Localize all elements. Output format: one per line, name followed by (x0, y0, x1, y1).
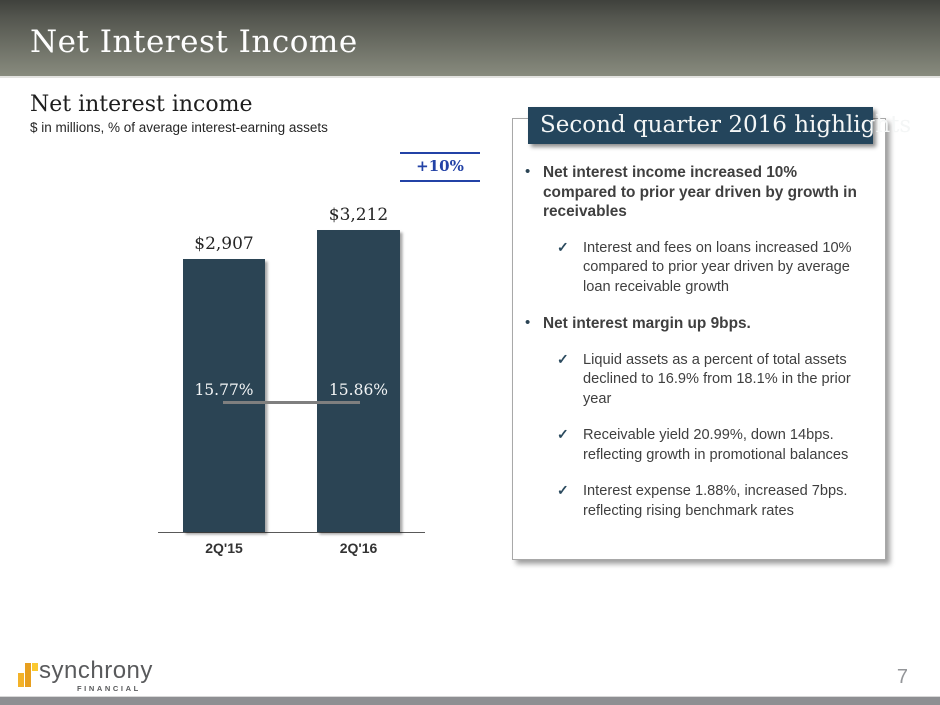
check-icon: ✓ (557, 350, 569, 367)
bar-2q15: $2,907 15.77% 2Q'15 (183, 234, 265, 556)
check-icon: ✓ (557, 426, 569, 442)
bullet-text: Net interest margin up 9bps. (543, 315, 751, 332)
highlights-list: • Net interest income increased 10% comp… (513, 119, 885, 521)
highlights-panel: Second quarter 2016 highlights • Net int… (512, 107, 911, 560)
highlights-title: Second quarter 2016 highlights (528, 107, 911, 144)
list-item: ✓ Interest and fees on loans increased 1… (525, 239, 867, 298)
list-item: ✓ Liquid assets as a percent of total as… (525, 351, 867, 410)
bullet-text: Interest expense 1.88%, increased 7bps. … (583, 483, 848, 519)
synchrony-bars-icon (13, 661, 39, 688)
bar-2q16: $3,212 15.86% 2Q'16 (317, 205, 400, 556)
bullet-text: Net interest income increased 10% compar… (543, 164, 857, 220)
bar-percent-label: 15.77% (194, 381, 254, 399)
logo-text: synchrony FINANCIAL (39, 657, 153, 694)
check-icon: ✓ (557, 482, 569, 498)
bullet-icon: • (525, 163, 531, 180)
bullet-text: Interest and fees on loans increased 10%… (583, 239, 852, 295)
chart-subtitle: $ in millions, % of average interest-ear… (30, 120, 328, 135)
bullet-text: Liquid assets as a percent of total asse… (583, 351, 851, 407)
bar-chart: $2,907 15.77% 2Q'15 $3,212 15.86% 2Q'16 (158, 195, 425, 556)
bar-value-label: $3,212 (328, 205, 389, 225)
list-item: • Net interest income increased 10% comp… (525, 163, 867, 222)
bar-value-label: $2,907 (194, 234, 254, 254)
bar-column (183, 259, 265, 532)
bullet-icon: • (525, 314, 531, 331)
slide-header: Net Interest Income (0, 0, 940, 78)
x-axis-label: 2Q'16 (339, 540, 378, 556)
brand-subtitle: FINANCIAL (77, 684, 141, 693)
bar-percent-label: 15.86% (328, 381, 389, 399)
chart-title: Net interest income (30, 92, 253, 117)
page-number: 7 (896, 666, 908, 688)
list-item: ✓ Interest expense 1.88%, increased 7bps… (525, 482, 867, 521)
check-icon: ✓ (557, 238, 569, 255)
chart-heading: Net interest income $ in millions, % of … (30, 92, 328, 135)
synchrony-logo: synchrony FINANCIAL (13, 659, 153, 693)
x-axis-label: 2Q'15 (205, 540, 243, 556)
growth-callout: +10% (400, 152, 480, 182)
bullet-text: Receivable yield 20.99%, down 14bps. ref… (583, 427, 849, 463)
list-item: • Net interest margin up 9bps. (525, 314, 867, 334)
slide-title: Net Interest Income (30, 24, 358, 60)
bar-column (317, 230, 400, 532)
footer-strip (0, 696, 940, 705)
brand-name: synchrony (39, 657, 153, 684)
nim-connector-line (223, 401, 360, 404)
list-item: ✓ Receivable yield 20.99%, down 14bps. r… (525, 426, 867, 465)
growth-label: +10% (416, 157, 464, 175)
